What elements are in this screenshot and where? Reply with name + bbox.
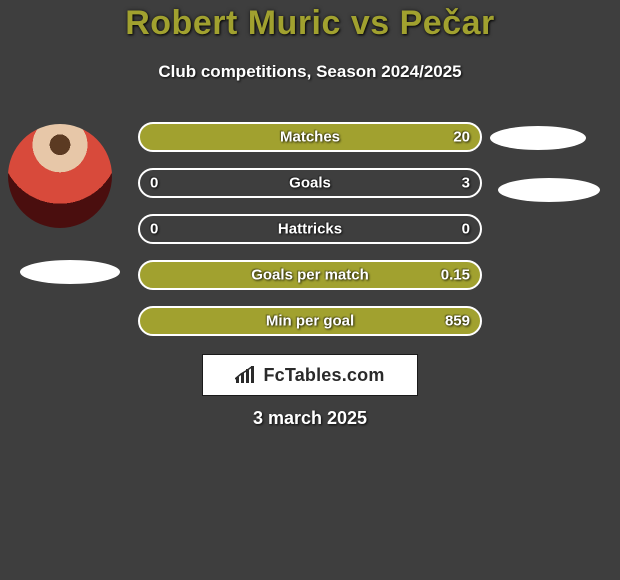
stat-right-value: 20: [453, 129, 470, 146]
player-left-name-pill: [20, 260, 120, 284]
stat-row: 0 Goals 3: [138, 168, 482, 198]
stat-right-value: 0: [462, 221, 470, 238]
stat-right-value: 859: [445, 313, 470, 330]
stat-row: 0 Hattricks 0: [138, 214, 482, 244]
stat-row: Goals per match 0.15: [138, 260, 482, 290]
stat-category: Hattricks: [278, 221, 342, 238]
page-title: Robert Muric vs Pečar: [0, 4, 620, 43]
player-right-name-pill-2: [498, 178, 600, 202]
stat-row: Min per goal 859: [138, 306, 482, 336]
player-right-name-pill-1: [490, 126, 586, 150]
stat-row: Matches 20: [138, 122, 482, 152]
stat-left-value: 0: [150, 175, 158, 192]
stat-category: Min per goal: [266, 313, 354, 330]
comparison-card: Robert Muric vs Pečar Club competitions,…: [0, 0, 620, 580]
date-label: 3 march 2025: [0, 408, 620, 429]
stat-category: Goals: [289, 175, 331, 192]
stat-right-value: 3: [462, 175, 470, 192]
stat-left-value: 0: [150, 221, 158, 238]
subtitle: Club competitions, Season 2024/2025: [0, 62, 620, 82]
bar-chart-icon: [235, 366, 257, 384]
site-badge-text: FcTables.com: [263, 365, 384, 386]
site-badge[interactable]: FcTables.com: [202, 354, 418, 396]
stat-category: Matches: [280, 129, 340, 146]
player-left-avatar: [8, 124, 112, 228]
stat-category: Goals per match: [251, 267, 369, 284]
stat-rows: Matches 20 0 Goals 3 0 Hattricks 0 Goals per mat…: [138, 122, 482, 352]
stat-right-value: 0.15: [441, 267, 470, 284]
